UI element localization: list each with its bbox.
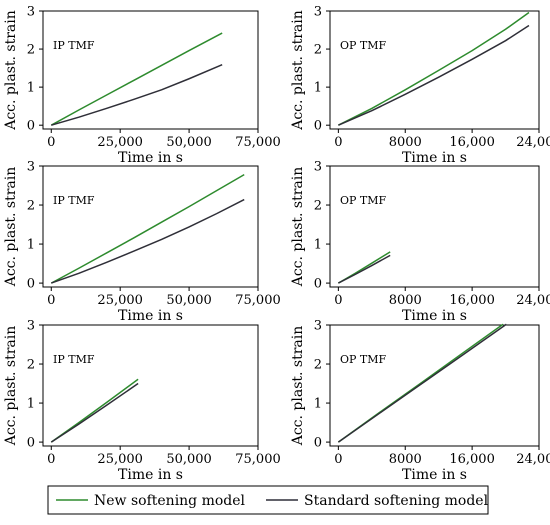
legend: New softening model Standard softening m… bbox=[47, 485, 489, 515]
y-tick-label: 3 bbox=[314, 160, 322, 175]
y-tick-label: 2 bbox=[314, 43, 322, 58]
x-tick-label: 25,000 bbox=[97, 452, 143, 467]
series-line-standard-model bbox=[50, 382, 139, 443]
plot-frame bbox=[329, 324, 540, 447]
y-tick-label: 3 bbox=[314, 5, 322, 20]
x-tick-label: 25,000 bbox=[97, 293, 143, 308]
x-tick-label: 25,000 bbox=[97, 135, 143, 150]
y-tick-label: 1 bbox=[27, 81, 35, 96]
x-tick-label: 0 bbox=[334, 452, 342, 467]
y-axis-label: Acc. plast. strain bbox=[3, 326, 19, 447]
y-tick-label: 1 bbox=[314, 397, 322, 412]
x-axis-label: Time in s bbox=[118, 467, 183, 483]
series-line-standard-model bbox=[51, 198, 245, 284]
y-tick-label: 3 bbox=[27, 319, 35, 334]
legend-label-new-model: New softening model bbox=[94, 493, 246, 509]
y-tick-label: 0 bbox=[27, 436, 35, 451]
series-line-standard-model bbox=[337, 323, 507, 443]
series-line-standard-model bbox=[338, 254, 391, 284]
plot-frame bbox=[42, 165, 259, 288]
y-tick-label: 1 bbox=[27, 397, 35, 412]
x-tick-label: 8000 bbox=[389, 452, 422, 467]
panel-3: 0 25,000 50,000 75,000 0 1 2 3 Time in s Acc. pla… bbox=[3, 160, 281, 325]
y-tick-label: 0 bbox=[27, 277, 35, 292]
y-axis-label: Acc. plast. strain bbox=[290, 326, 306, 447]
y-axis-label: Acc. plast. strain bbox=[290, 10, 306, 131]
x-axis-label: Time in s bbox=[118, 150, 183, 166]
x-tick-label: 0 bbox=[334, 293, 342, 308]
series-line-standard-model bbox=[338, 24, 530, 126]
x-axis-label: Time in s bbox=[118, 308, 183, 324]
y-axis-label: Acc. plast. strain bbox=[290, 167, 306, 288]
y-tick-label: 0 bbox=[314, 277, 322, 292]
series-line-new-model bbox=[50, 32, 223, 126]
x-tick-label: 75,000 bbox=[235, 452, 281, 467]
panel-4: 0 8000 16,000 24,000 0 1 2 3 Time in s Acc. plast… bbox=[290, 160, 550, 325]
y-tick-label: 2 bbox=[314, 358, 322, 373]
y-tick-label: 1 bbox=[314, 81, 322, 96]
x-tick-label: 16,000 bbox=[449, 452, 495, 467]
y-tick-label: 0 bbox=[27, 119, 35, 134]
x-tick-label: 24,000 bbox=[516, 293, 550, 308]
panel-2: 0 8000 16,000 24,000 0 1 2 3 Time in s Acc. plast… bbox=[290, 5, 550, 167]
series-line-new-model bbox=[338, 11, 530, 126]
series-line-new-model bbox=[50, 173, 245, 284]
y-tick-label: 2 bbox=[27, 358, 35, 373]
plot-frame bbox=[42, 324, 259, 447]
y-axis-label: Acc. plast. strain bbox=[3, 167, 19, 288]
x-tick-label: 16,000 bbox=[449, 293, 495, 308]
y-tick-label: 2 bbox=[314, 199, 322, 214]
series-line-standard-model bbox=[51, 63, 223, 126]
y-tick-label: 3 bbox=[314, 319, 322, 334]
panel-label: OP TMF bbox=[340, 39, 387, 52]
y-tick-label: 1 bbox=[27, 238, 35, 253]
legend-label-standard-model: Standard softening model bbox=[304, 493, 489, 509]
panel-label: IP TMF bbox=[53, 353, 95, 366]
x-tick-label: 8000 bbox=[389, 293, 422, 308]
panel-6: 0 8000 16,000 24,000 0 1 2 3 Time in s Acc. plast… bbox=[290, 319, 550, 484]
y-tick-label: 0 bbox=[314, 119, 322, 134]
y-tick-label: 3 bbox=[27, 160, 35, 175]
x-tick-label: 0 bbox=[47, 135, 55, 150]
plot-frame bbox=[329, 165, 540, 288]
x-tick-label: 50,000 bbox=[166, 293, 212, 308]
x-tick-label: 24,000 bbox=[516, 135, 550, 150]
series-line-new-model bbox=[50, 378, 139, 443]
x-tick-label: 0 bbox=[47, 452, 55, 467]
y-tick-label: 0 bbox=[314, 436, 322, 451]
x-axis-label: Time in s bbox=[402, 467, 467, 483]
x-tick-label: 0 bbox=[334, 135, 342, 150]
x-tick-label: 0 bbox=[47, 293, 55, 308]
y-tick-label: 2 bbox=[27, 199, 35, 214]
y-tick-label: 2 bbox=[27, 43, 35, 58]
x-tick-label: 50,000 bbox=[166, 452, 212, 467]
x-tick-label: 75,000 bbox=[235, 135, 281, 150]
panel-label: IP TMF bbox=[53, 39, 95, 52]
x-tick-label: 50,000 bbox=[166, 135, 212, 150]
x-axis-label: Time in s bbox=[402, 150, 467, 166]
y-tick-label: 3 bbox=[27, 5, 35, 20]
y-tick-label: 1 bbox=[314, 238, 322, 253]
panel-label: OP TMF bbox=[340, 194, 387, 207]
x-tick-label: 24,000 bbox=[516, 452, 550, 467]
panels-layer: 0 25,000 50,000 75,000 0 1 2 3 Time in s Acc. pla… bbox=[3, 5, 550, 484]
x-tick-label: 8000 bbox=[389, 135, 422, 150]
panel-label: IP TMF bbox=[53, 194, 95, 207]
x-axis-label: Time in s bbox=[402, 308, 467, 324]
panel-1: 0 25,000 50,000 75,000 0 1 2 3 Time in s Acc. pla… bbox=[3, 5, 281, 167]
y-axis-label: Acc. plast. strain bbox=[3, 10, 19, 131]
panel-5: 0 25,000 50,000 75,000 0 1 2 3 Time in s Acc. pla… bbox=[3, 319, 281, 484]
plot-frame bbox=[329, 10, 540, 130]
x-tick-label: 16,000 bbox=[449, 135, 495, 150]
plot-frame bbox=[42, 10, 259, 130]
x-tick-label: 75,000 bbox=[235, 293, 281, 308]
panel-label: OP TMF bbox=[340, 353, 387, 366]
